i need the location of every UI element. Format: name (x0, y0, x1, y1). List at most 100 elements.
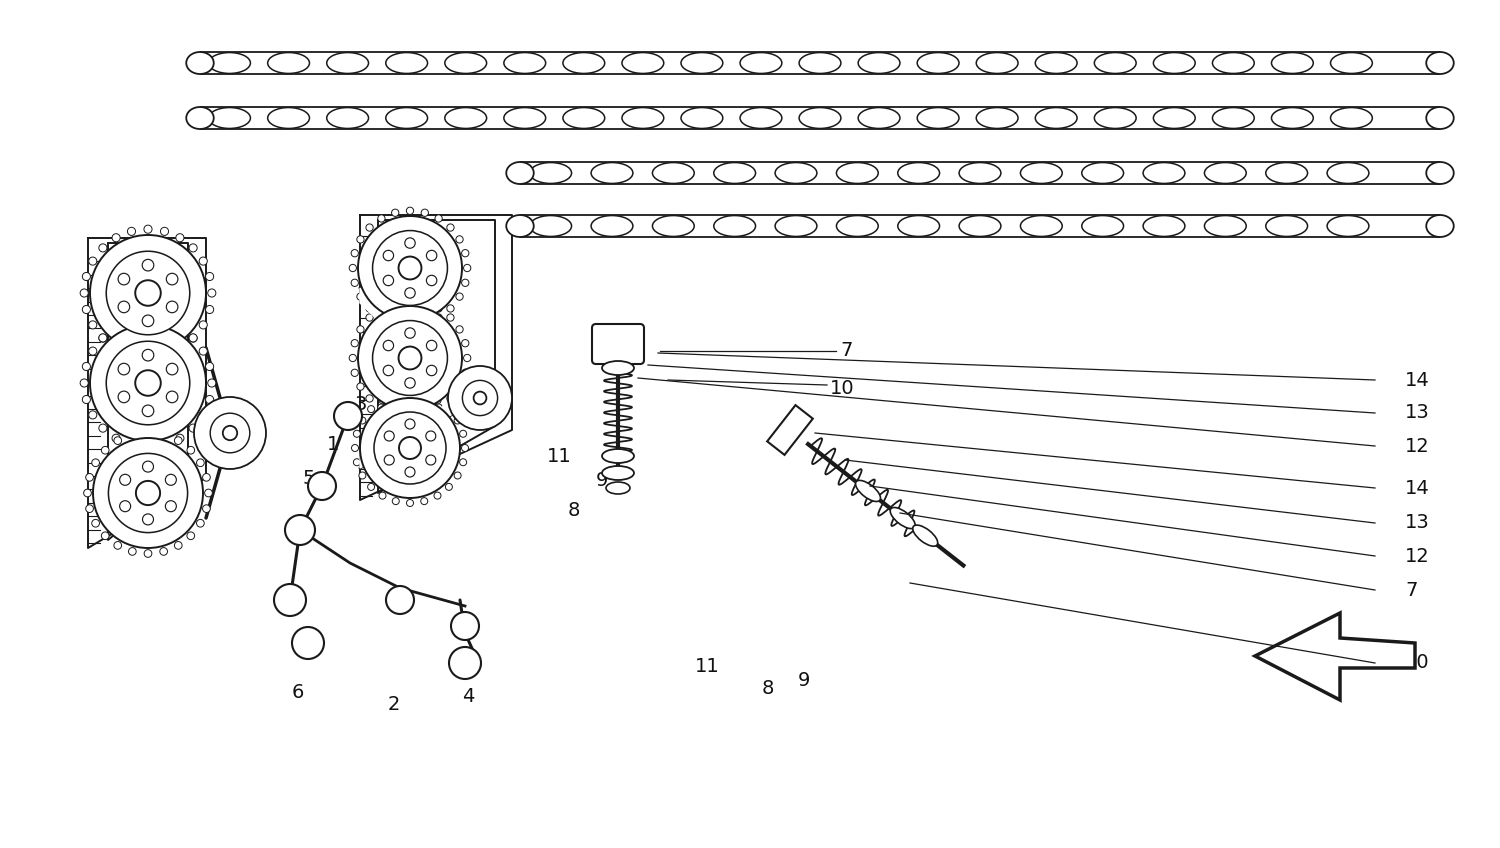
Circle shape (176, 234, 184, 242)
Circle shape (200, 321, 207, 329)
Circle shape (206, 272, 213, 281)
Ellipse shape (1095, 53, 1136, 74)
Circle shape (448, 366, 512, 430)
Circle shape (350, 265, 357, 271)
Circle shape (207, 379, 216, 387)
Circle shape (114, 437, 122, 444)
Ellipse shape (327, 108, 369, 128)
Circle shape (454, 472, 460, 479)
Circle shape (447, 314, 454, 321)
Ellipse shape (912, 525, 938, 546)
Circle shape (405, 419, 416, 429)
Ellipse shape (562, 108, 604, 128)
Text: 14: 14 (1406, 371, 1429, 389)
Circle shape (142, 315, 154, 326)
Text: 7: 7 (840, 342, 852, 360)
Circle shape (160, 227, 168, 236)
Circle shape (82, 362, 90, 371)
Ellipse shape (1154, 53, 1196, 74)
Circle shape (464, 265, 471, 271)
Circle shape (292, 627, 324, 659)
Ellipse shape (652, 215, 694, 237)
Circle shape (160, 548, 168, 555)
Ellipse shape (1330, 53, 1372, 74)
Ellipse shape (1082, 163, 1124, 183)
Circle shape (82, 305, 90, 314)
Circle shape (102, 532, 110, 539)
Circle shape (426, 455, 436, 465)
Circle shape (84, 489, 92, 497)
Circle shape (420, 392, 428, 399)
Ellipse shape (776, 163, 818, 183)
Circle shape (392, 320, 399, 326)
Circle shape (189, 244, 196, 252)
Circle shape (118, 301, 129, 313)
Text: 3: 3 (356, 394, 368, 414)
Circle shape (207, 289, 216, 297)
Circle shape (462, 279, 470, 287)
Circle shape (368, 483, 375, 490)
Circle shape (351, 444, 358, 451)
Circle shape (368, 405, 375, 413)
Text: 12: 12 (1406, 546, 1429, 566)
Circle shape (142, 405, 154, 416)
Ellipse shape (446, 53, 486, 74)
Circle shape (358, 216, 462, 320)
Circle shape (422, 320, 429, 326)
Text: 6: 6 (292, 683, 304, 702)
Circle shape (144, 353, 152, 361)
Circle shape (102, 446, 110, 454)
Ellipse shape (506, 162, 534, 184)
Ellipse shape (776, 215, 818, 237)
Circle shape (128, 441, 135, 449)
Circle shape (196, 519, 204, 527)
Circle shape (422, 299, 429, 306)
Circle shape (462, 369, 470, 377)
Circle shape (357, 236, 364, 243)
Text: 8: 8 (762, 678, 774, 698)
Circle shape (80, 379, 88, 387)
Circle shape (144, 428, 152, 437)
Ellipse shape (1154, 108, 1196, 128)
Circle shape (88, 410, 98, 419)
Ellipse shape (681, 108, 723, 128)
Ellipse shape (714, 215, 756, 237)
Circle shape (435, 314, 442, 321)
Circle shape (474, 392, 486, 404)
Circle shape (422, 209, 429, 216)
Ellipse shape (622, 108, 664, 128)
Circle shape (128, 227, 135, 236)
Ellipse shape (1143, 215, 1185, 237)
Circle shape (334, 402, 362, 430)
Ellipse shape (186, 52, 213, 74)
Circle shape (142, 461, 153, 472)
Ellipse shape (1426, 215, 1454, 237)
Circle shape (166, 363, 178, 375)
Circle shape (357, 326, 364, 333)
Circle shape (446, 483, 453, 490)
Text: 13: 13 (1406, 514, 1429, 533)
Ellipse shape (837, 163, 878, 183)
Circle shape (142, 259, 154, 271)
Circle shape (462, 339, 470, 347)
Circle shape (196, 459, 204, 466)
Circle shape (128, 317, 135, 326)
Ellipse shape (1204, 163, 1246, 183)
Circle shape (358, 417, 366, 424)
Ellipse shape (916, 53, 958, 74)
Circle shape (426, 365, 436, 376)
Circle shape (144, 550, 152, 557)
Ellipse shape (1328, 163, 1370, 183)
Circle shape (166, 273, 178, 285)
Ellipse shape (1426, 52, 1454, 74)
Circle shape (406, 411, 414, 419)
Circle shape (464, 354, 471, 361)
FancyBboxPatch shape (592, 324, 644, 364)
Circle shape (144, 225, 152, 233)
Circle shape (88, 257, 98, 265)
Circle shape (106, 251, 190, 335)
Circle shape (405, 467, 416, 477)
Text: 10: 10 (830, 378, 855, 398)
Circle shape (422, 410, 429, 417)
Circle shape (360, 398, 460, 498)
